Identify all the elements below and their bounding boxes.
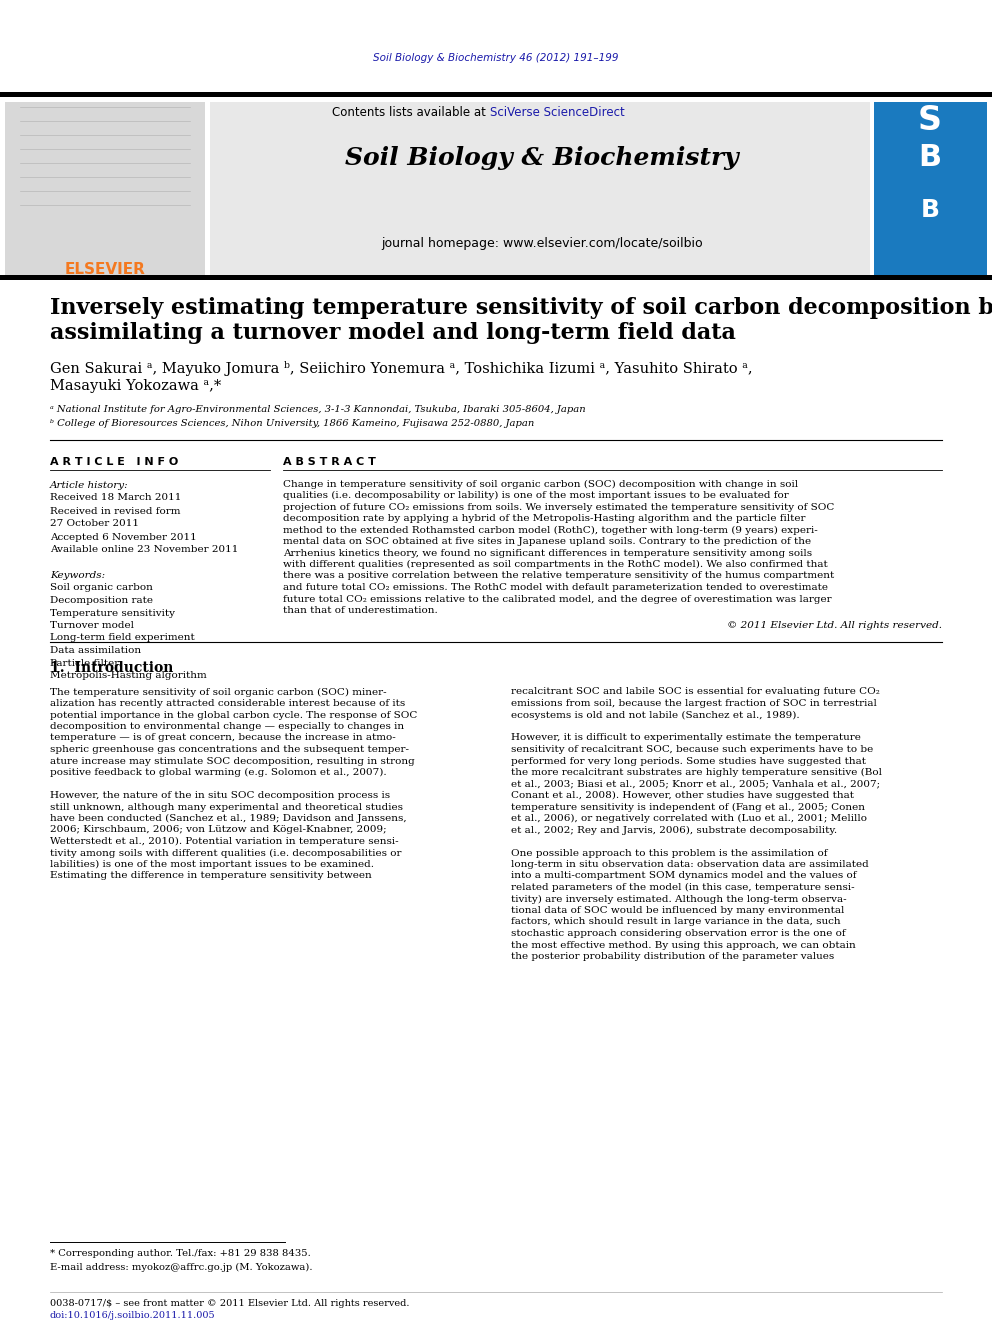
Text: sensitivity of recalcitrant SOC, because such experiments have to be: sensitivity of recalcitrant SOC, because… — [511, 745, 873, 754]
Text: A R T I C L E   I N F O: A R T I C L E I N F O — [50, 456, 179, 467]
Text: Gen Sakurai ᵃ, Mayuko Jomura ᵇ, Seiichiro Yonemura ᵃ, Toshichika Iizumi ᵃ, Yasuh: Gen Sakurai ᵃ, Mayuko Jomura ᵇ, Seiichir… — [50, 360, 753, 376]
Text: The temperature sensitivity of soil organic carbon (SOC) miner-: The temperature sensitivity of soil orga… — [50, 688, 387, 697]
Text: Estimating the difference in temperature sensitivity between: Estimating the difference in temperature… — [50, 872, 372, 881]
Text: Received 18 March 2011: Received 18 March 2011 — [50, 493, 182, 503]
Text: potential importance in the global carbon cycle. The response of SOC: potential importance in the global carbo… — [50, 710, 418, 720]
Text: Received in revised form: Received in revised form — [50, 507, 181, 516]
Text: Temperature sensitivity: Temperature sensitivity — [50, 609, 175, 618]
Text: Masayuki Yokozawa ᵃ,*: Masayuki Yokozawa ᵃ,* — [50, 378, 221, 393]
Text: Turnover model: Turnover model — [50, 620, 134, 630]
Bar — [874, 102, 987, 275]
Text: B: B — [921, 198, 939, 222]
Bar — [5, 102, 205, 275]
Text: positive feedback to global warming (e.g. Solomon et al., 2007).: positive feedback to global warming (e.g… — [50, 767, 387, 777]
Text: 2006; Kirschbaum, 2006; von Lützow and Kögel-Knabner, 2009;: 2006; Kirschbaum, 2006; von Lützow and K… — [50, 826, 387, 835]
Text: ᵇ College of Bioresources Sciences, Nihon University, 1866 Kameino, Fujisawa 252: ᵇ College of Bioresources Sciences, Niho… — [50, 419, 535, 429]
Text: decomposition rate by applying a hybrid of the Metropolis-Hasting algorithm and : decomposition rate by applying a hybrid … — [283, 515, 806, 523]
Text: the most effective method. By using this approach, we can obtain: the most effective method. By using this… — [511, 941, 856, 950]
Text: alization has recently attracted considerable interest because of its: alization has recently attracted conside… — [50, 699, 406, 708]
Bar — [0, 275, 992, 280]
Text: there was a positive correlation between the relative temperature sensitivity of: there was a positive correlation between… — [283, 572, 834, 581]
Text: and future total CO₂ emissions. The RothC model with default parameterization te: and future total CO₂ emissions. The Roth… — [283, 583, 828, 591]
Text: journal homepage: www.elsevier.com/locate/soilbio: journal homepage: www.elsevier.com/locat… — [381, 237, 702, 250]
Text: Article history:: Article history: — [50, 480, 129, 490]
Text: recalcitrant SOC and labile SOC is essential for evaluating future CO₂: recalcitrant SOC and labile SOC is essen… — [511, 688, 880, 696]
Text: 0038-0717/$ – see front matter © 2011 Elsevier Ltd. All rights reserved.: 0038-0717/$ – see front matter © 2011 El… — [50, 1298, 410, 1307]
Text: However, the nature of the in situ SOC decomposition process is: However, the nature of the in situ SOC d… — [50, 791, 390, 800]
Text: ecosystems is old and not labile (Sanchez et al., 1989).: ecosystems is old and not labile (Sanche… — [511, 710, 800, 720]
Text: 1.  Introduction: 1. Introduction — [50, 662, 174, 675]
Text: One possible approach to this problem is the assimilation of: One possible approach to this problem is… — [511, 848, 827, 857]
Text: Conant et al., 2008). However, other studies have suggested that: Conant et al., 2008). However, other stu… — [511, 791, 854, 800]
Text: temperature — is of great concern, because the increase in atmo-: temperature — is of great concern, becau… — [50, 733, 396, 742]
Text: tivity among soils with different qualities (i.e. decomposabilities or: tivity among soils with different qualit… — [50, 848, 402, 857]
Text: ᵃ National Institute for Agro-Environmental Sciences, 3-1-3 Kannondai, Tsukuba, : ᵃ National Institute for Agro-Environmen… — [50, 406, 585, 414]
Text: method to the extended Rothamsted carbon model (RothC), together with long-term : method to the extended Rothamsted carbon… — [283, 525, 817, 534]
Text: Inversely estimating temperature sensitivity of soil carbon decomposition by: Inversely estimating temperature sensiti… — [50, 296, 992, 319]
Text: projection of future CO₂ emissions from soils. We inversely estimated the temper: projection of future CO₂ emissions from … — [283, 503, 834, 512]
Text: Arrhenius kinetics theory, we found no significant differences in temperature se: Arrhenius kinetics theory, we found no s… — [283, 549, 812, 557]
Text: still unknown, although many experimental and theoretical studies: still unknown, although many experimenta… — [50, 803, 403, 811]
Text: SciVerse ScienceDirect: SciVerse ScienceDirect — [490, 106, 625, 119]
Text: qualities (i.e. decomposability or lability) is one of the most important issues: qualities (i.e. decomposability or labil… — [283, 491, 789, 500]
Text: stochastic approach considering observation error is the one of: stochastic approach considering observat… — [511, 929, 845, 938]
Text: Accepted 6 November 2011: Accepted 6 November 2011 — [50, 532, 196, 541]
Text: future total CO₂ emissions relative to the calibrated model, and the degree of o: future total CO₂ emissions relative to t… — [283, 594, 831, 603]
Text: emissions from soil, because the largest fraction of SOC in terrestrial: emissions from soil, because the largest… — [511, 699, 877, 708]
Text: the posterior probability distribution of the parameter values: the posterior probability distribution o… — [511, 953, 834, 960]
Text: Soil Biology & Biochemistry 46 (2012) 191–199: Soil Biology & Biochemistry 46 (2012) 19… — [373, 53, 619, 64]
Text: Soil Biology & Biochemistry: Soil Biology & Biochemistry — [345, 146, 739, 169]
Text: with different qualities (represented as soil compartments in the RothC model). : with different qualities (represented as… — [283, 560, 827, 569]
Text: B: B — [919, 143, 941, 172]
Text: A B S T R A C T: A B S T R A C T — [283, 456, 376, 467]
Text: Soil organic carbon: Soil organic carbon — [50, 583, 153, 593]
Text: Available online 23 November 2011: Available online 23 November 2011 — [50, 545, 238, 554]
Text: labilities) is one of the most important issues to be examined.: labilities) is one of the most important… — [50, 860, 374, 869]
Text: related parameters of the model (in this case, temperature sensi-: related parameters of the model (in this… — [511, 882, 855, 892]
Text: than that of underestimation.: than that of underestimation. — [283, 606, 437, 615]
Text: 27 October 2011: 27 October 2011 — [50, 520, 139, 528]
Text: Change in temperature sensitivity of soil organic carbon (SOC) decomposition wit: Change in temperature sensitivity of soi… — [283, 479, 799, 488]
Text: However, it is difficult to experimentally estimate the temperature: However, it is difficult to experimental… — [511, 733, 861, 742]
Text: ELSEVIER: ELSEVIER — [64, 262, 146, 278]
Text: the more recalcitrant substrates are highly temperature sensitive (Bol: the more recalcitrant substrates are hig… — [511, 767, 882, 777]
Text: long-term in situ observation data: observation data are assimilated: long-term in situ observation data: obse… — [511, 860, 869, 869]
Text: Decomposition rate: Decomposition rate — [50, 595, 153, 605]
Text: mental data on SOC obtained at five sites in Japanese upland soils. Contrary to : mental data on SOC obtained at five site… — [283, 537, 811, 546]
Text: factors, which should result in large variance in the data, such: factors, which should result in large va… — [511, 917, 840, 926]
Bar — [210, 102, 870, 275]
Text: tional data of SOC would be influenced by many environmental: tional data of SOC would be influenced b… — [511, 906, 844, 916]
Text: et al., 2003; Biasi et al., 2005; Knorr et al., 2005; Vanhala et al., 2007;: et al., 2003; Biasi et al., 2005; Knorr … — [511, 779, 880, 789]
Text: © 2011 Elsevier Ltd. All rights reserved.: © 2011 Elsevier Ltd. All rights reserved… — [727, 620, 942, 630]
Bar — [0, 93, 992, 97]
Text: et al., 2002; Rey and Jarvis, 2006), substrate decomposability.: et al., 2002; Rey and Jarvis, 2006), sub… — [511, 826, 837, 835]
Text: * Corresponding author. Tel./fax: +81 29 838 8435.: * Corresponding author. Tel./fax: +81 29… — [50, 1249, 310, 1258]
Text: performed for very long periods. Some studies have suggested that: performed for very long periods. Some st… — [511, 757, 866, 766]
Text: tivity) are inversely estimated. Although the long-term observa-: tivity) are inversely estimated. Althoug… — [511, 894, 846, 904]
Text: et al., 2006), or negatively correlated with (Luo et al., 2001; Melillo: et al., 2006), or negatively correlated … — [511, 814, 867, 823]
Text: have been conducted (Sanchez et al., 1989; Davidson and Janssens,: have been conducted (Sanchez et al., 198… — [50, 814, 407, 823]
Text: Long-term field experiment: Long-term field experiment — [50, 634, 194, 643]
Text: E-mail address: myokoz@affrc.go.jp (M. Yokozawa).: E-mail address: myokoz@affrc.go.jp (M. Y… — [50, 1262, 312, 1271]
Text: doi:10.1016/j.soilbio.2011.11.005: doi:10.1016/j.soilbio.2011.11.005 — [50, 1311, 215, 1319]
Text: into a multi-compartment SOM dynamics model and the values of: into a multi-compartment SOM dynamics mo… — [511, 872, 856, 881]
Text: Wetterstedt et al., 2010). Potential variation in temperature sensi-: Wetterstedt et al., 2010). Potential var… — [50, 837, 399, 847]
Text: S: S — [918, 103, 942, 136]
Text: temperature sensitivity is independent of (Fang et al., 2005; Conen: temperature sensitivity is independent o… — [511, 803, 865, 811]
Text: Keywords:: Keywords: — [50, 570, 105, 579]
Text: spheric greenhouse gas concentrations and the subsequent temper-: spheric greenhouse gas concentrations an… — [50, 745, 409, 754]
Text: Metropolis-Hasting algorithm: Metropolis-Hasting algorithm — [50, 671, 206, 680]
Text: Particle filter: Particle filter — [50, 659, 119, 668]
Text: decomposition to environmental change — especially to changes in: decomposition to environmental change — … — [50, 722, 404, 732]
Text: ature increase may stimulate SOC decomposition, resulting in strong: ature increase may stimulate SOC decompo… — [50, 757, 415, 766]
Text: Contents lists available at: Contents lists available at — [332, 106, 490, 119]
Text: assimilating a turnover model and long-term field data: assimilating a turnover model and long-t… — [50, 321, 736, 344]
Text: Data assimilation: Data assimilation — [50, 646, 141, 655]
